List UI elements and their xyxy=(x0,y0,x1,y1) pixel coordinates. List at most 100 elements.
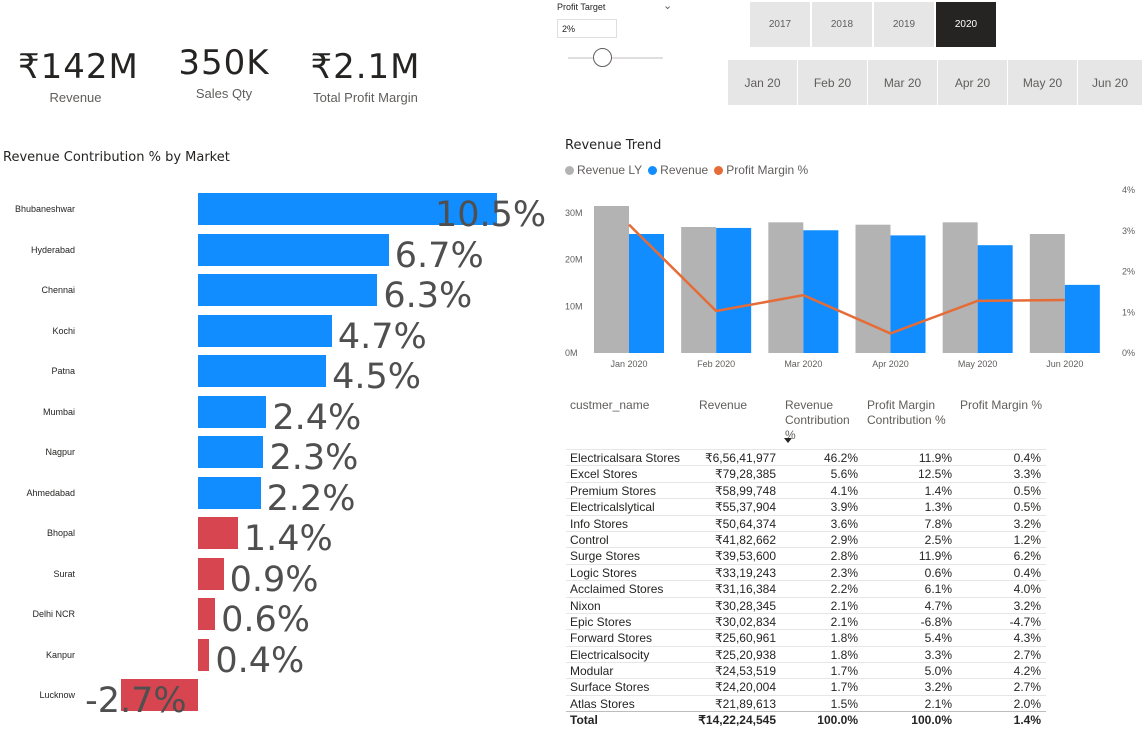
table-cell: Nixon xyxy=(570,598,601,613)
header-customer-name[interactable]: custmer_name xyxy=(570,398,649,413)
table-cell: Excel Stores xyxy=(570,467,638,482)
bar-revenue-ly[interactable] xyxy=(942,222,978,353)
y2-axis-tick-label: 3% xyxy=(1122,226,1135,236)
table-row[interactable]: Info Stores ₹50,64,374 3.6% 7.8% 3.2% xyxy=(566,514,1046,531)
bar-revenue[interactable] xyxy=(1064,284,1100,353)
market-bar-kanpur[interactable] xyxy=(198,638,210,671)
bar-revenue-ly[interactable] xyxy=(768,222,804,353)
year-tile-2019[interactable]: 2019 xyxy=(874,2,934,47)
market-value-label: 0.9% xyxy=(229,559,319,600)
table-cell: 3.3% xyxy=(1013,467,1041,482)
year-tile-2017[interactable]: 2017 xyxy=(750,2,810,47)
table-row[interactable]: Electricalsocity ₹25,20,938 1.8% 3.3% 2.7% xyxy=(566,645,1046,662)
table-cell: 100.0% xyxy=(817,713,858,728)
market-bar-chennai[interactable] xyxy=(198,274,378,306)
table-row[interactable]: Modular ₹24,53,519 1.7% 5.0% 4.2% xyxy=(566,662,1046,678)
market-bar-surat[interactable] xyxy=(198,557,224,590)
market-value-label: 2.3% xyxy=(269,438,359,478)
year-tile-2020[interactable]: 2020 xyxy=(936,2,996,47)
table-row[interactable]: Nixon ₹30,28,345 2.1% 4.7% 3.2% xyxy=(566,596,1046,613)
table-cell: ₹50,64,374 xyxy=(714,516,776,531)
chevron-down-icon[interactable]: ⌄ xyxy=(663,0,673,12)
table-cell: 3.2% xyxy=(1013,598,1041,613)
table-row[interactable]: Surge Stores ₹39,53,600 2.8% 11.9% 6.2% xyxy=(566,547,1046,563)
market-value-label: 0.4% xyxy=(215,640,305,681)
table-total-row[interactable]: Total ₹14,22,24,545 100.0% 100.0% 1.4% xyxy=(566,711,1046,727)
month-tile-jan[interactable]: Jan 20 xyxy=(728,60,797,105)
bar-revenue[interactable] xyxy=(890,235,926,353)
header-line: custmer_name xyxy=(570,398,650,412)
bar-revenue[interactable] xyxy=(803,230,839,353)
legend-item-profit-margin[interactable]: Profit Margin % xyxy=(714,163,808,177)
table-row[interactable]: Electricalsara Stores ₹6,56,41,977 46.2% 11… xyxy=(566,449,1046,465)
profit-target-slider-thumb[interactable] xyxy=(593,48,613,67)
month-tile-may[interactable]: May 20 xyxy=(1008,60,1077,105)
month-tile-jun[interactable]: Jun 20 xyxy=(1078,60,1142,105)
header-revenue-contribution[interactable]: Revenue Contribution% xyxy=(785,398,850,443)
market-bar-kochi[interactable] xyxy=(198,314,332,347)
table-cell: ₹39,53,600 xyxy=(714,549,776,564)
bar-revenue[interactable] xyxy=(629,234,664,353)
market-bar-hyderabad[interactable] xyxy=(198,233,389,266)
table-cell: ₹30,28,345 xyxy=(714,598,776,613)
bar-revenue-ly[interactable] xyxy=(855,224,891,353)
bar-revenue-ly[interactable] xyxy=(1029,234,1065,353)
profit-target-slider-track[interactable] xyxy=(568,57,663,59)
line-profit-margin[interactable] xyxy=(628,223,1065,335)
kpi-sales-qty: 350K Sales Qty xyxy=(170,40,278,101)
market-value-label: 2.2% xyxy=(266,478,356,519)
revenue-trend-title: Revenue Trend xyxy=(565,138,662,153)
header-profit-margin-contribution[interactable]: Profit Margin Contribution % xyxy=(867,398,946,428)
table-row[interactable]: Surface Stores ₹24,20,004 1.7% 3.2% 2.7% xyxy=(566,678,1046,694)
market-label-bhopal: Bhopal xyxy=(46,528,75,538)
market-bar-nagpur[interactable] xyxy=(198,436,264,468)
table-cell: Electricalsara Stores xyxy=(570,451,681,465)
legend-label-revenue-ly: Revenue LY xyxy=(577,163,643,177)
table-cell: ₹6,56,41,977 xyxy=(704,451,776,465)
table-cell: 3.2% xyxy=(924,680,952,695)
month-tile-apr[interactable]: Apr 20 xyxy=(938,60,1007,105)
table-cell: Premium Stores xyxy=(570,483,657,498)
table-cell: Forward Stores xyxy=(570,631,653,646)
table-row[interactable]: Excel Stores ₹79,28,385 5.6% 12.5% 3.3% xyxy=(566,465,1046,481)
sort-descending-icon[interactable] xyxy=(784,438,792,443)
month-tile-mar[interactable]: Mar 20 xyxy=(868,60,937,105)
bar-revenue[interactable] xyxy=(716,227,752,353)
header-profit-margin[interactable]: Profit Margin % xyxy=(960,398,1042,413)
table-row[interactable]: Electricalslytical ₹55,37,904 3.9% 1.3% 0.5% xyxy=(566,498,1046,514)
market-bar-bhopal[interactable] xyxy=(198,517,238,549)
table-row[interactable]: Epic Stores ₹30,02,834 2.1% -6.8% -4.7% xyxy=(566,612,1046,629)
table-row[interactable]: Premium Stores ₹58,99,748 4.1% 1.4% 0.5% xyxy=(566,481,1046,498)
table-row[interactable]: Control ₹41,82,662 2.9% 2.5% 1.2% xyxy=(566,530,1046,547)
market-value-label: 10.5% xyxy=(435,195,547,235)
table-row[interactable]: Atlas Stores ₹21,89,613 1.5% 2.1% 2.0% xyxy=(566,694,1046,711)
y-axis-tick-label: 30M xyxy=(565,208,583,218)
market-bar-ahmedabad[interactable] xyxy=(198,476,261,509)
year-tile-2018[interactable]: 2018 xyxy=(812,2,872,47)
kpi-sales-qty-value: 350K xyxy=(178,43,270,83)
market-bar-lucknow[interactable] xyxy=(121,679,198,711)
market-value-label: 0.6% xyxy=(221,600,310,640)
y2-axis-tick-label: 4% xyxy=(1122,185,1135,195)
table-row[interactable]: Logic Stores ₹33,19,243 2.3% 0.6% 0.4% xyxy=(566,563,1046,580)
market-bar-patna[interactable] xyxy=(198,355,327,387)
kpi-profit-margin-label: Total Profit Margin xyxy=(313,90,418,105)
profit-target-input[interactable] xyxy=(557,19,617,38)
legend-item-revenue[interactable]: Revenue xyxy=(648,163,708,177)
bar-revenue-ly[interactable] xyxy=(681,227,717,353)
bar-revenue-ly[interactable] xyxy=(594,206,629,353)
month-tile-feb[interactable]: Feb 20 xyxy=(798,60,867,105)
header-revenue[interactable]: Revenue xyxy=(699,398,747,413)
market-value-label: 6.3% xyxy=(383,276,473,316)
bar-revenue[interactable] xyxy=(977,245,1013,353)
table-row[interactable]: Acclaimed Stores ₹31,16,384 2.2% 6.1% 4.0% xyxy=(566,580,1046,596)
market-bar-delhi-ncr[interactable] xyxy=(198,598,216,630)
market-bar-mumbai[interactable] xyxy=(198,395,267,428)
table-cell: 2.5% xyxy=(924,532,952,547)
table-row[interactable]: Forward Stores ₹25,60,961 1.8% 5.4% 4.3% xyxy=(566,629,1046,645)
market-label-hyderabad: Hyderabad xyxy=(30,244,75,255)
table-cell: 46.2% xyxy=(823,451,858,465)
legend-item-revenue-ly[interactable]: Revenue LY xyxy=(565,163,642,177)
x-axis-tick-label: May 2020 xyxy=(958,359,998,369)
market-bar-bhubaneshwar[interactable] xyxy=(198,193,497,225)
